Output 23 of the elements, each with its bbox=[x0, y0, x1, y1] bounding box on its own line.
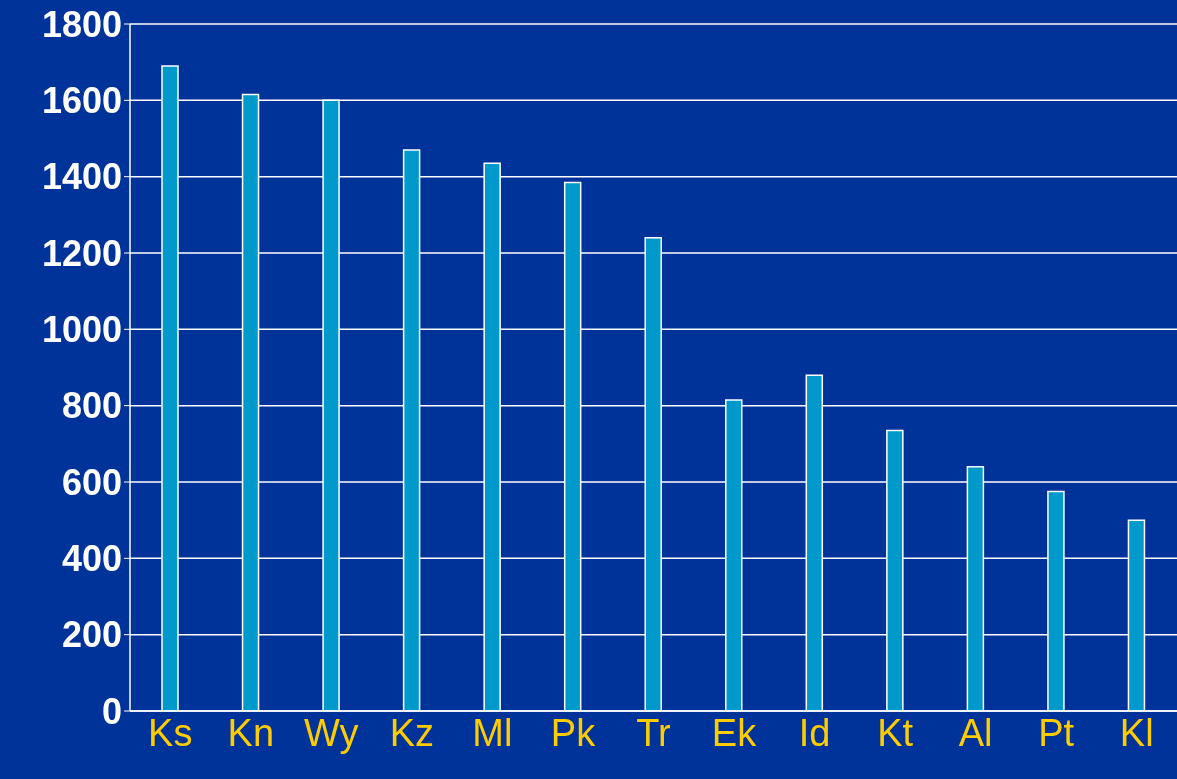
x-tick-label: Tr bbox=[636, 711, 672, 754]
y-tick-label: 1600 bbox=[41, 80, 122, 122]
x-tick-label: Wy bbox=[304, 711, 359, 754]
y-tick-label: 400 bbox=[61, 538, 122, 580]
x-tick-label: Id bbox=[798, 711, 831, 754]
x-tick-label: Pk bbox=[550, 711, 597, 754]
y-tick-label: 0 bbox=[101, 690, 122, 732]
y-tick-label: 800 bbox=[61, 385, 122, 427]
x-tick-label: Al bbox=[958, 711, 993, 754]
y-tick-label: 1200 bbox=[41, 232, 122, 274]
y-tick-label: 200 bbox=[61, 614, 122, 656]
y-tick-label: 600 bbox=[61, 461, 122, 503]
x-tick-label: Kz bbox=[389, 711, 435, 754]
x-tick-label: Pt bbox=[1038, 711, 1075, 754]
x-tick-label: Kt bbox=[877, 711, 914, 754]
x-tick-label: Ks bbox=[148, 711, 193, 754]
x-tick-label: Ml bbox=[472, 711, 513, 754]
x-tick-label: Ek bbox=[711, 711, 758, 754]
y-tick-label: 1000 bbox=[41, 309, 122, 351]
x-tick-label: Kl bbox=[1119, 711, 1154, 754]
x-tick-label: Kn bbox=[227, 711, 275, 754]
y-tick-label: 1800 bbox=[41, 3, 122, 45]
y-tick-label: 1400 bbox=[41, 156, 122, 198]
